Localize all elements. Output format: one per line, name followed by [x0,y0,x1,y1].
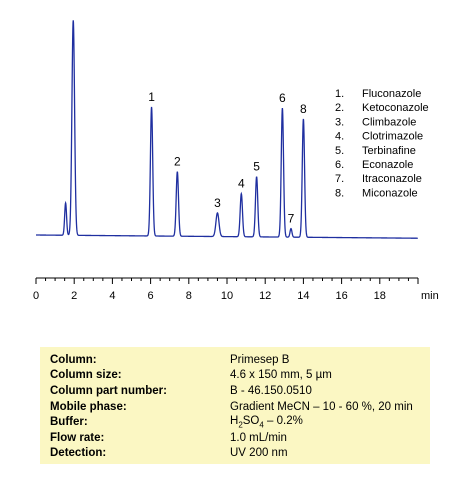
chromatogram-trace [36,20,418,239]
peak-label: 4 [238,177,245,191]
legend-number: 3. [335,116,344,128]
condition-key: Column size: [50,369,122,382]
x-tick-label: 16 [335,290,347,302]
legend-compound-name: Terbinafine [362,145,416,157]
condition-value: B - 46.150.0510 [230,384,312,397]
condition-row: Mobile phase: Gradient MeCN – 10 - 60 %,… [50,399,420,415]
buffer-so: SO [242,415,260,428]
condition-value: UV 200 nm [230,447,288,460]
condition-value: 1.0 mL/min [230,431,287,444]
condition-row: Detection: UV 200 nm [50,446,420,462]
peak-label: 8 [300,102,307,116]
buffer-sub-2: 2 [238,420,243,430]
condition-row: Flow rate: 1.0 mL/min [50,430,420,446]
buffer-conc: – 0.2% [263,415,303,428]
condition-value: 4.6 x 150 mm, 5 µm [230,369,332,382]
legend-number: 1. [335,88,344,100]
conditions-table: Column: Primesep B Column size: 4.6 x 15… [50,352,420,461]
x-tick-label: 18 [374,290,386,302]
method-conditions-panel: Column: Primesep B Column size: 4.6 x 15… [40,347,430,464]
condition-row: Buffer: H2SO4 – 0.2% [50,414,420,430]
x-tick-label: 12 [259,290,271,302]
peak-label: 6 [279,91,286,105]
legend-number: 8. [335,187,344,199]
x-tick-label: 6 [148,290,154,302]
condition-key: Mobile phase: [50,400,127,413]
x-tick-label: 10 [221,290,233,302]
legend-compound-name: Climbazole [362,116,416,128]
legend-compound-name: Econazole [362,159,413,171]
peak-labels: 1 2 3 45 6 7 8 [148,90,307,226]
condition-value: Gradient MeCN – 10 - 60 %, 20 min [230,400,413,413]
peak-label: 5 [253,160,260,174]
legend-compound-name: Itraconazole [362,173,422,185]
peak-label: 3 [214,196,221,210]
condition-key: Buffer: [50,416,88,429]
peak-label: 2 [174,155,181,169]
peak-label: 7 [288,212,295,226]
x-tick-label: 4 [109,290,115,302]
buffer-h: H [230,415,239,428]
condition-key: Detection: [50,447,107,460]
condition-value: Primesep B [230,353,290,366]
condition-key: Column part number: [50,384,167,397]
legend-compound-name: Clotrimazole [362,131,423,143]
legend-number: 2. [335,102,344,114]
time-axis: 0 2 4 6 8 10 12 14 16 18 min [33,277,439,302]
legend-compound-name: Ketoconazole [362,102,429,114]
x-axis-label: min [421,290,439,302]
condition-value: H2SO4 – 0.2% [230,414,420,430]
x-tick-label: 2 [71,290,77,302]
condition-key: Flow rate: [50,431,105,444]
legend-compound-name: Fluconazole [362,88,421,100]
legend-number: 4. [335,131,344,143]
condition-row: Column part number: B - 46.150.0510 [50,383,420,399]
condition-key: Column: [50,353,97,366]
x-tick-label: 8 [186,290,192,302]
peak-label: 1 [148,90,155,104]
legend-compound-name: Miconazole [362,187,418,199]
condition-row: Column: Primesep B [50,352,420,368]
x-tick-label: 14 [297,290,309,302]
legend-number: 7. [335,173,344,185]
condition-row: Column size: 4.6 x 150 mm, 5 µm [50,368,420,384]
legend-number: 6. [335,159,344,171]
legend: 1. Fluconazole 2. Ketoconazole 3. Climbazole 4… [335,88,429,199]
x-tick-label: 0 [33,290,39,302]
buffer-sub-4: 4 [259,420,264,430]
legend-number: 5. [335,145,344,157]
